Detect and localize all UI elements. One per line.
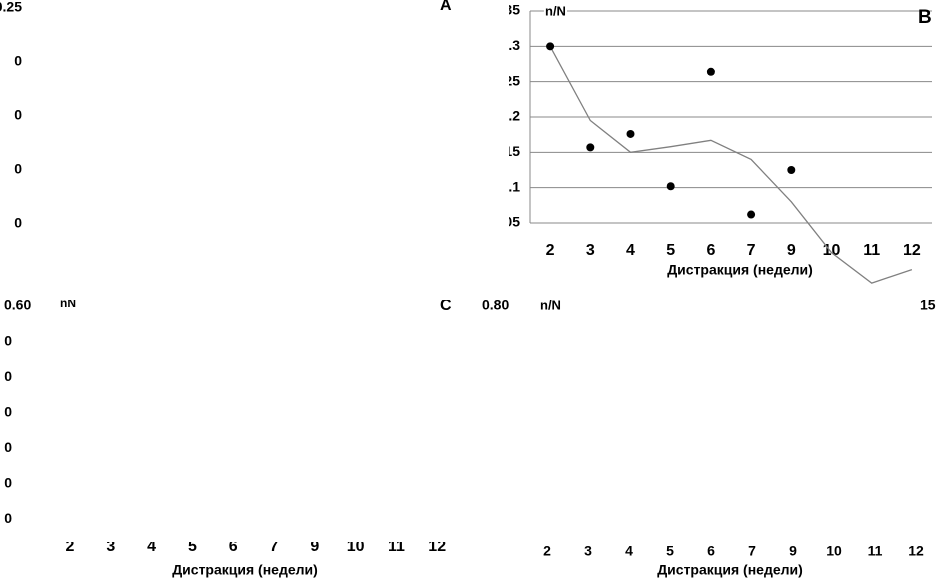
right-fragment: 15 [920,297,936,313]
x-tick-label: 6 [707,543,715,559]
x-tick-label: 5 [188,538,197,555]
x-tick-label: 6 [706,242,715,259]
panel-label: A [440,0,452,14]
data-point [787,166,796,174]
panel-label: B [918,7,932,28]
data-point [666,182,675,191]
y-axis-label: n/N [545,3,566,18]
top-label: 0.60 [4,297,31,313]
x-tick-label: 10 [347,538,365,555]
y-axis-label: nN [60,296,76,310]
x-tick-label: 4 [626,242,635,259]
x-tick-label: 4 [147,538,156,555]
y-tick-label: 0 [4,404,12,420]
y-tick-label: 0.2 [501,108,521,124]
data-point [586,143,595,152]
top-label: 0.80 [482,297,509,313]
x-tick-label: 11 [868,543,883,559]
data-point [546,42,555,51]
y-tick-label: 0 [4,368,12,384]
y-tick-label: 0.25 [493,72,520,88]
y-tick-label: 0 [4,475,12,491]
y-axis-label: n/N [540,297,561,312]
x-axis-label: Дистракция (недели) [667,262,813,278]
y-tick-label: 0.35 [493,2,520,18]
y-tick-label: 0.15 [493,143,520,159]
y-tick-label: 0 [14,215,22,231]
y-tick-label: 0.25 [0,0,22,15]
x-tick-label: 5 [666,242,675,259]
x-tick-label: 6 [229,538,238,555]
x-tick-label: 4 [625,543,633,559]
top-labels: 0.60 nN C 0.80 n/N 15 [4,296,936,314]
x-axis-label: Дистракция (недели) [172,562,318,578]
x-tick-label: 3 [106,538,115,555]
x-tick-label: 9 [787,242,796,259]
y-ticks: 0.35 0.3 0.25 0.2 0.15 0.1 0.05 [493,2,521,230]
x-tick-label: 9 [789,543,797,559]
x-tick-label: 7 [270,538,279,555]
x-tick-label: 12 [428,538,446,555]
x-tick-label: 12 [908,543,924,559]
y-tick-label: 0 [4,510,12,526]
x-tick-label: 3 [584,543,592,559]
y-tick-label: 0.05 [493,214,520,230]
x-tick-label: 10 [826,543,842,559]
y-tick-label: 0 [14,161,22,177]
y-tick-label: 0 [4,439,12,455]
data-point [706,67,715,76]
data-point [626,129,635,138]
y-tick-label: 0.1 [501,178,521,194]
x-tick-label: 2 [546,242,555,259]
x-tick-label: 11 [863,242,880,259]
x-ticks: 2 3 4 5 6 7 9 10 11 12 [66,538,447,555]
x-tick-label: 5 [666,543,674,559]
x-axis-label: Дистракция (недели) [657,562,803,578]
data-point [747,210,756,219]
y-tick-label: 0 [14,53,22,69]
x-tick-label: 7 [748,543,756,559]
x-tick-label: 7 [747,242,756,259]
trendline [549,45,913,284]
x-tick-label: 3 [586,242,595,259]
y-tick-label: 0 [14,107,22,123]
panel-label: C [440,297,452,314]
y-tick-label: 0 [4,333,12,349]
x-tick-label: 2 [543,543,551,559]
x-tick-label: 11 [388,538,405,555]
x-tick-label: 2 [66,538,75,555]
x-tick-label: 9 [310,538,319,555]
y-tick-label: 0.3 [501,37,521,53]
x-tick-label: 12 [903,242,921,259]
